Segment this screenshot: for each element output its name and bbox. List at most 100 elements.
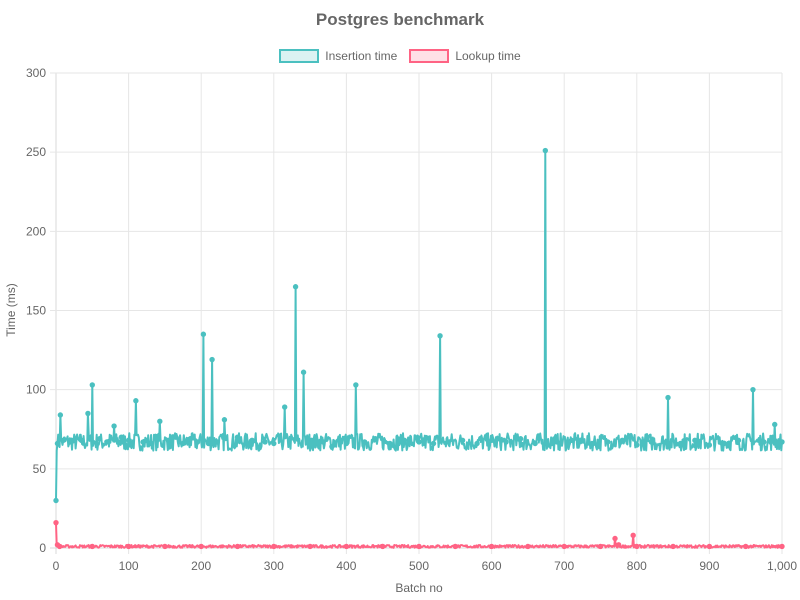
legend-swatch-lookup <box>409 49 450 63</box>
data-point <box>735 437 742 444</box>
data-point <box>271 440 277 447</box>
data-point <box>568 437 575 444</box>
data-point <box>387 440 393 447</box>
data-point <box>162 543 168 550</box>
data-point <box>619 437 625 444</box>
x-tick-label: 0 <box>53 559 60 573</box>
data-point <box>343 440 350 447</box>
y-tick-label: 100 <box>26 383 46 397</box>
data-point <box>488 437 495 444</box>
data-point <box>104 439 110 445</box>
data-point <box>706 543 713 550</box>
data-point <box>320 439 326 445</box>
data-point <box>300 369 307 375</box>
data-point <box>706 442 713 448</box>
data-point <box>308 437 315 444</box>
x-tick-label: 1,000 <box>767 559 797 573</box>
data-point <box>503 439 509 445</box>
data-point <box>118 434 125 440</box>
data-point <box>597 543 604 550</box>
data-point <box>380 543 386 550</box>
data-point <box>165 437 172 444</box>
y-tick-label: 250 <box>26 145 46 159</box>
data-point <box>648 439 655 445</box>
legend: Insertion time Lookup time <box>0 49 800 63</box>
data-point <box>634 442 640 448</box>
data-point <box>111 423 117 429</box>
data-point <box>665 394 671 401</box>
data-point <box>234 434 241 440</box>
data-point <box>630 532 636 539</box>
chart-title: Postgres benchmark <box>315 10 485 29</box>
data-point <box>779 439 785 445</box>
data-point <box>612 535 618 542</box>
y-tick-label: 200 <box>26 224 46 238</box>
data-point <box>761 439 767 445</box>
data-point <box>271 543 277 550</box>
series-lookup <box>53 519 785 550</box>
x-tick-label: 100 <box>119 559 139 573</box>
data-point <box>56 543 63 550</box>
data-point <box>590 440 596 447</box>
legend-item-lookup[interactable]: Lookup time <box>409 49 521 63</box>
data-point <box>125 437 132 444</box>
data-point <box>89 543 96 550</box>
data-point <box>157 418 163 425</box>
data-point <box>361 439 368 445</box>
data-point <box>85 410 91 417</box>
data-point <box>187 436 194 442</box>
data-point <box>459 437 466 444</box>
data-point <box>57 412 64 418</box>
x-axis-title: Batch no <box>395 581 443 595</box>
data-point <box>200 331 207 337</box>
data-point <box>262 439 268 445</box>
legend-item-insertion[interactable]: Insertion time <box>279 49 397 63</box>
data-point <box>401 437 408 444</box>
series-insertion <box>53 147 785 504</box>
y-tick-label: 300 <box>26 66 46 80</box>
data-point <box>67 439 74 445</box>
data-point <box>772 421 778 428</box>
data-point <box>634 543 640 550</box>
data-point <box>292 284 299 290</box>
data-point <box>180 440 186 447</box>
data-point <box>140 439 146 445</box>
data-point <box>60 437 66 444</box>
data-point <box>670 543 676 550</box>
data-point <box>194 439 201 445</box>
data-point <box>96 436 103 442</box>
y-tick-label: 50 <box>33 462 47 476</box>
data-point <box>147 440 154 447</box>
data-point <box>561 543 567 550</box>
data-point <box>452 543 458 550</box>
data-point <box>221 417 228 423</box>
data-point <box>372 436 379 442</box>
x-tick-label: 700 <box>554 559 574 573</box>
x-tick-label: 600 <box>482 559 502 573</box>
data-point <box>437 333 443 339</box>
data-point <box>488 543 495 550</box>
legend-swatch-insertion <box>279 49 320 63</box>
data-point <box>329 443 335 450</box>
data-point <box>173 434 179 440</box>
data-point <box>605 439 611 445</box>
legend-label-lookup: Lookup time <box>455 49 521 63</box>
data-point <box>779 543 785 550</box>
data-point <box>53 519 59 526</box>
axis-ticks: 0 100 200 300 400 500 600 700 800 900 1,000 0 50 100 1… <box>26 66 797 573</box>
y-axis-title: Time (ms) <box>4 283 18 337</box>
data-point <box>542 147 549 154</box>
data-point <box>430 440 437 447</box>
y-tick-label: 150 <box>26 304 46 318</box>
data-point <box>205 440 212 447</box>
legend-label-insertion: Insertion time <box>325 49 398 63</box>
data-point <box>281 404 288 410</box>
data-point <box>125 543 132 550</box>
data-point <box>692 437 698 444</box>
x-tick-label: 200 <box>191 559 211 573</box>
data-point <box>198 543 204 550</box>
data-point <box>53 497 59 504</box>
x-tick-label: 500 <box>409 559 429 573</box>
data-point <box>307 543 313 550</box>
data-point <box>416 439 422 445</box>
